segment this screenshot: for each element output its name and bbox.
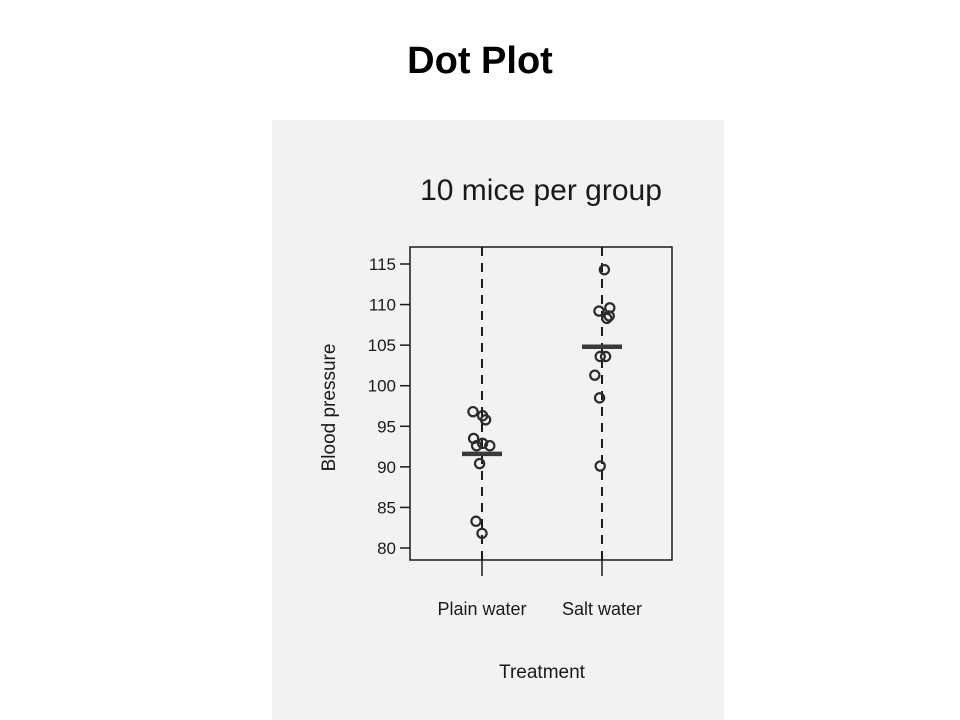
- data-point: [470, 440, 483, 452]
- data-point: [476, 527, 488, 540]
- data-point: [470, 515, 482, 527]
- data-point: [594, 350, 606, 363]
- x-tick-label: Salt water: [562, 599, 642, 619]
- data-point: [479, 414, 492, 426]
- plot-frame: [409, 246, 673, 561]
- data-point: [484, 440, 496, 452]
- data-point: [593, 305, 605, 317]
- x-tick-label: Plain water: [437, 599, 526, 619]
- x-axis-label: Treatment: [499, 662, 586, 683]
- y-tick-label: 85: [377, 498, 396, 517]
- data-point: [593, 392, 606, 404]
- slide-title: Dot Plot: [407, 40, 553, 82]
- dot-plot-chart: 10 mice per group 80 85 90 95 100 105 110 115 Blo…: [319, 174, 673, 683]
- data-point: [473, 457, 486, 470]
- y-tick-label: 115: [369, 255, 396, 274]
- y-tick-label: 95: [377, 417, 396, 436]
- data-point: [603, 310, 615, 322]
- data-point: [589, 369, 601, 381]
- data-point: [476, 437, 489, 450]
- data-point: [594, 460, 606, 472]
- data-point: [467, 405, 479, 418]
- y-tick-label: 100: [368, 377, 396, 396]
- data-point: [599, 350, 612, 363]
- data-point: [601, 312, 613, 325]
- chart-panel: 10 mice per group 80 85 90 95 100 105 110 115 Blo…: [272, 120, 724, 720]
- data-point: [598, 263, 611, 276]
- y-axis-label: Blood pressure: [319, 344, 340, 472]
- chart-title: 10 mice per group: [420, 174, 662, 207]
- y-tick-label: 105: [368, 336, 396, 355]
- y-tick-label: 110: [369, 296, 396, 315]
- y-tick-label: 80: [377, 539, 396, 558]
- y-tick-label: 90: [377, 458, 396, 477]
